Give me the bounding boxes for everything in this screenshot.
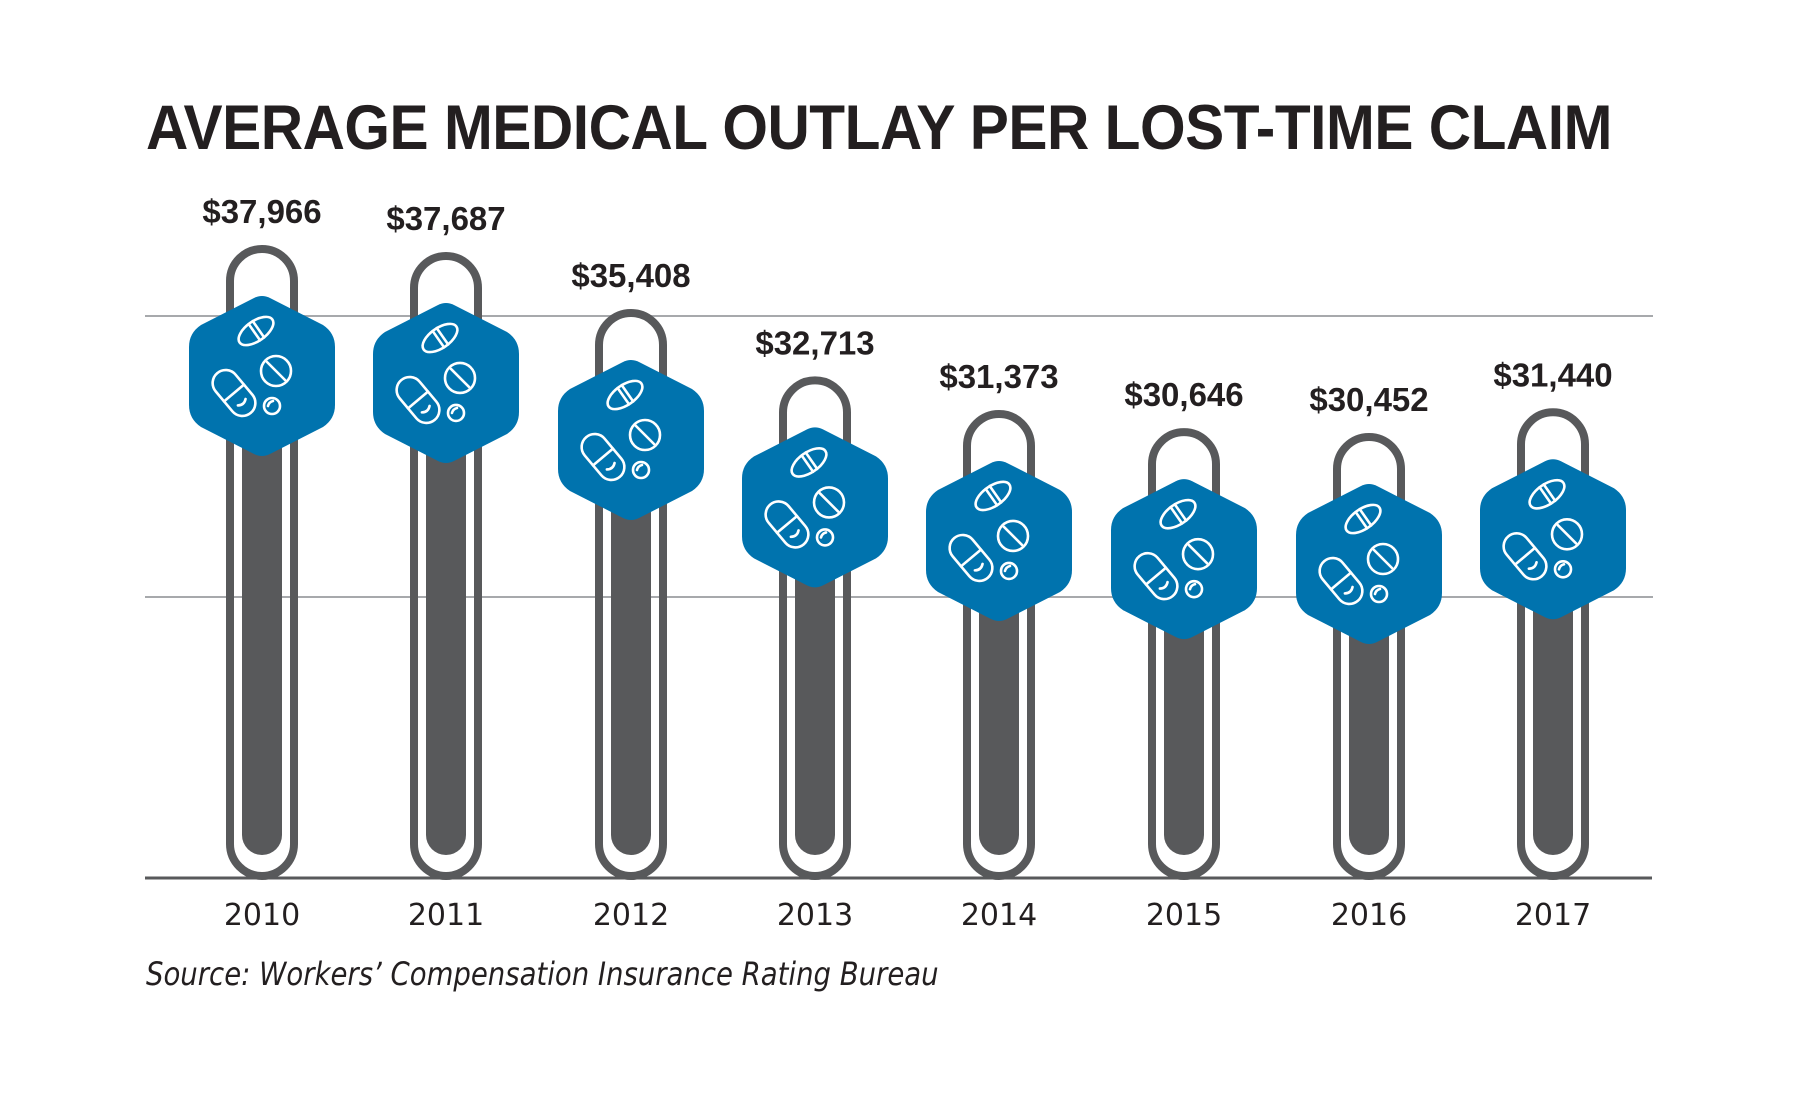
pills-icon — [948, 480, 1030, 583]
x-tick-label: 2012 — [593, 898, 669, 933]
bar-tube — [779, 376, 851, 880]
x-tick-label: 2017 — [1515, 898, 1591, 933]
value-label: $30,452 — [1309, 381, 1428, 418]
oval-tablet — [1344, 503, 1382, 535]
x-tick-label: 2016 — [1331, 898, 1407, 933]
round-tablet — [1550, 517, 1584, 551]
bar-group-2016: $30,452 — [1296, 381, 1442, 880]
small-pill — [999, 561, 1019, 581]
round-tablet — [1181, 537, 1215, 571]
small-pill — [1369, 584, 1389, 604]
bar-tube — [1148, 428, 1220, 880]
oval-tablet — [790, 447, 828, 478]
small-pill — [1184, 579, 1204, 599]
value-label: $30,646 — [1124, 376, 1243, 413]
bar-tube — [410, 251, 482, 880]
bar-group-2015: $30,646 — [1111, 376, 1257, 880]
chart-title: AVERAGE MEDICAL OUTLAY PER LOST-TIME CLA… — [146, 93, 1612, 163]
small-pill — [815, 528, 835, 547]
value-label: $37,687 — [386, 200, 505, 237]
bar-group-2017: $31,440 — [1480, 356, 1626, 880]
x-tick-label: 2013 — [777, 898, 853, 933]
bar-group-2010: $37,966 — [189, 193, 335, 880]
pills-icon — [580, 379, 662, 482]
small-pill — [262, 396, 282, 416]
bar-group-2012: $35,408 — [558, 257, 704, 880]
bar-tube — [963, 409, 1035, 880]
pills-icon — [211, 315, 293, 418]
bar-tube — [595, 309, 667, 880]
capsule — [764, 500, 810, 549]
source-note: Source: Workers’ Compensation Insurance … — [146, 955, 939, 993]
oval-tablet — [606, 379, 644, 411]
oval-tablet — [421, 322, 459, 354]
x-axis: 2010 2011 2012 2013 2014 2015 2016 2017 — [145, 876, 1652, 933]
bar-group-2013: $32,713 — [742, 324, 888, 880]
round-tablet — [1366, 542, 1400, 576]
value-label: $32,713 — [755, 324, 874, 361]
bar-tube — [1333, 433, 1405, 880]
value-label: $35,408 — [571, 257, 690, 294]
bar-tube — [226, 245, 298, 880]
pills-icon — [395, 322, 477, 425]
capsule — [948, 533, 994, 583]
round-tablet — [443, 361, 477, 395]
bar — [242, 355, 282, 855]
x-tick-label: 2011 — [408, 898, 484, 933]
value-label: $31,440 — [1493, 356, 1612, 393]
capsule — [1318, 556, 1364, 606]
round-tablet — [259, 354, 293, 388]
oval-tablet — [1159, 498, 1197, 530]
x-tick-label: 2010 — [224, 898, 300, 933]
capsule — [211, 368, 257, 418]
pills-icon — [1133, 498, 1215, 601]
pills-icon — [764, 447, 846, 549]
round-tablet — [996, 519, 1030, 553]
pills-icon — [1318, 503, 1400, 606]
oval-tablet — [974, 480, 1012, 512]
pills-icon — [1502, 478, 1584, 581]
small-pill — [631, 460, 651, 480]
bar — [426, 361, 466, 855]
bar-group-2014: $31,373 — [926, 358, 1072, 880]
round-tablet — [812, 486, 846, 519]
value-label: $31,373 — [939, 358, 1058, 395]
bar-tube — [1517, 408, 1589, 880]
capsule — [580, 432, 626, 482]
bar — [611, 419, 651, 855]
small-pill — [1553, 559, 1573, 579]
x-tick-label: 2015 — [1146, 898, 1222, 933]
round-tablet — [628, 418, 662, 452]
capsule — [1133, 551, 1179, 601]
x-tick-label: 2014 — [961, 898, 1037, 933]
bars: $37,966 $37,687 $35,408 $32,713 $31,373 $30,6… — [189, 193, 1626, 880]
bar-group-2011: $37,687 — [373, 200, 519, 880]
capsule — [395, 375, 441, 425]
capsule — [1502, 532, 1548, 581]
oval-tablet — [237, 315, 275, 347]
small-pill — [446, 403, 466, 423]
oval-tablet — [1528, 478, 1566, 510]
value-label: $37,966 — [202, 193, 321, 230]
